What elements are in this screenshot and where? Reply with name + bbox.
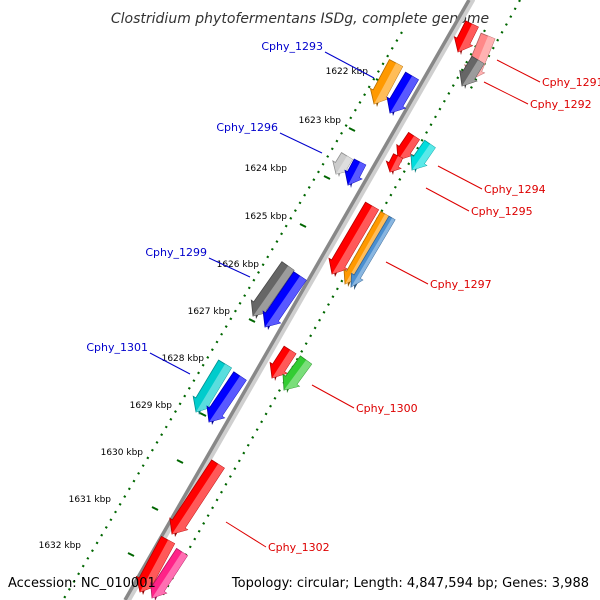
gene-label-cphy-1294[interactable]: Cphy_1294 xyxy=(484,183,546,196)
kbp-tick-label: 1625 kbp xyxy=(245,212,288,222)
gene-arrow-cphy-1293[interactable] xyxy=(369,58,404,108)
gene-label-cphy-1292[interactable]: Cphy_1292 xyxy=(530,98,592,111)
kbp-tick-mark xyxy=(248,318,256,323)
kbp-tick-mark xyxy=(127,552,135,557)
gene-arrow-cphy-1295-a[interactable] xyxy=(396,131,420,163)
gene-arrow-cphy-1301[interactable] xyxy=(192,359,232,415)
kbp-tick-label: 1623 kbp xyxy=(299,116,342,126)
kbp-tick-mark xyxy=(348,127,356,132)
leader-line-cphy-1292 xyxy=(483,81,529,105)
forward-track-line xyxy=(62,31,403,600)
leader-line-cphy-1293 xyxy=(324,51,375,79)
gene-arrow-cphy-1299[interactable] xyxy=(250,261,295,319)
kbp-tick-mark xyxy=(176,459,184,464)
gene-arrow-cphy-1292[interactable] xyxy=(459,55,485,89)
accession-label: Accession: NC_010001 xyxy=(8,576,156,591)
kbp-tick-label: 1630 kbp xyxy=(101,448,144,458)
reverse-track-line xyxy=(159,29,486,600)
kbp-tick-mark xyxy=(299,223,307,228)
leader-line-cphy-1295 xyxy=(425,187,470,212)
kbp-tick-label: 1631 kbp xyxy=(69,495,112,505)
genome-summary: Topology: circular; Length: 4,847,594 bp… xyxy=(231,576,589,591)
kbp-tick-mark xyxy=(151,506,159,511)
genome-backbone xyxy=(123,0,471,600)
leader-line-cphy-1291 xyxy=(496,59,541,83)
gene-label-cphy-1299[interactable]: Cphy_1299 xyxy=(145,246,207,259)
kbp-tick-label: 1629 kbp xyxy=(130,401,173,411)
gene-arrow-cphy-1297-b[interactable] xyxy=(343,210,390,288)
gene-label-cphy-1296[interactable]: Cphy_1296 xyxy=(216,121,278,134)
leader-line-cphy-1294 xyxy=(437,165,483,190)
kbp-tick-label: 1628 kbp xyxy=(162,354,205,364)
kbp-tick-label: 1622 kbp xyxy=(326,67,369,77)
kbp-tick-label: 1626 kbp xyxy=(217,260,260,270)
gene-label-cphy-1293[interactable]: Cphy_1293 xyxy=(261,40,323,53)
gene-arrow-cphy-1299-b[interactable] xyxy=(262,271,307,330)
kbp-tick-mark xyxy=(323,175,331,180)
gene-arrow-cphy-1295-b[interactable] xyxy=(385,153,404,175)
gene-arrow-cphy-1302-c[interactable] xyxy=(150,547,188,600)
leader-line-cphy-1301 xyxy=(149,352,191,375)
leader-line-cphy-1299 xyxy=(208,257,251,278)
gene-arrow-cphy-1296[interactable] xyxy=(332,152,354,177)
gene-arrow-cphy-1296-b[interactable] xyxy=(344,158,367,188)
kbp-tick-label: 1627 kbp xyxy=(188,307,231,317)
gene-label-cphy-1302[interactable]: Cphy_1302 xyxy=(268,541,330,554)
gene-arrow-cphy-1302-b[interactable] xyxy=(135,535,176,595)
gene-label-cphy-1300[interactable]: Cphy_1300 xyxy=(356,402,418,415)
gene-arrow-cphy-1302[interactable] xyxy=(169,459,225,537)
kbp-tick-label: 1624 kbp xyxy=(245,164,288,174)
leader-line-cphy-1302 xyxy=(225,521,267,548)
gene-arrow-cphy-1294[interactable] xyxy=(410,139,436,173)
kbp-tick-label: 1632 kbp xyxy=(39,541,82,551)
gene-label-cphy-1297[interactable]: Cphy_1297 xyxy=(430,278,492,291)
leader-line-cphy-1300 xyxy=(311,384,355,409)
gene-arrow-cphy-1300-a[interactable] xyxy=(269,345,297,381)
gene-label-cphy-1291[interactable]: Cphy_1291 xyxy=(542,76,600,89)
kbp-tick-mark xyxy=(199,412,207,417)
gene-arrow-cphy-1297-a[interactable] xyxy=(328,201,380,277)
gene-label-cphy-1295[interactable]: Cphy_1295 xyxy=(471,205,533,218)
gene-arrow-cphy-1291-a[interactable] xyxy=(453,20,479,55)
gene-arrow-cphy-1297-c[interactable] xyxy=(350,215,396,290)
leader-line-cphy-1296 xyxy=(279,132,323,154)
leader-line-cphy-1297 xyxy=(385,261,429,285)
gene-arrow-cphy-1301-b[interactable] xyxy=(206,371,247,425)
gene-arrow-cphy-1300[interactable] xyxy=(282,355,313,393)
gene-label-cphy-1301[interactable]: Cphy_1301 xyxy=(86,341,148,354)
map-title: Clostridium phytofermentans ISDg, comple… xyxy=(111,11,489,27)
gene-arrow-cphy-1293-b[interactable] xyxy=(386,71,419,116)
